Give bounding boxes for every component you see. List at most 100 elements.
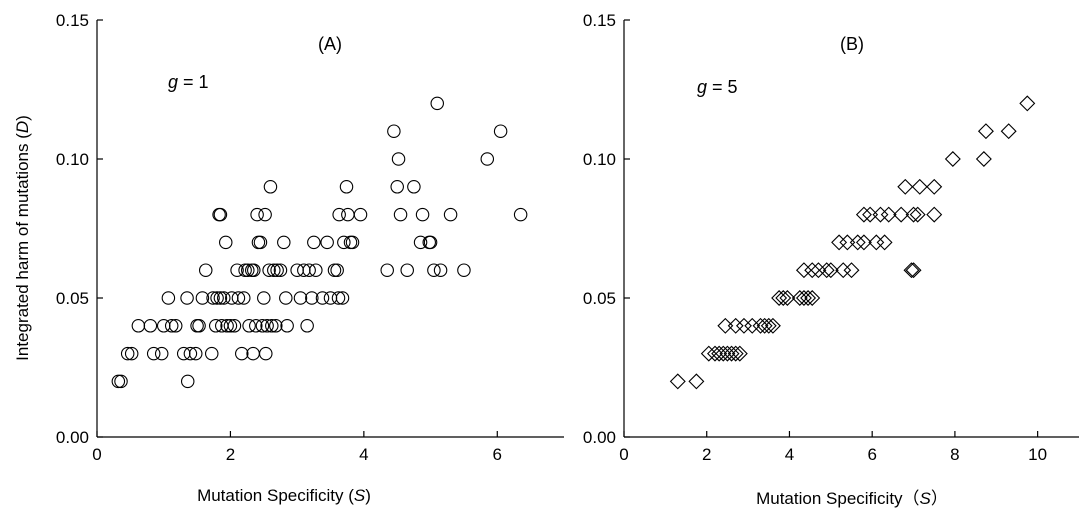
data-point [195,291,210,305]
parameter-value: = 1 [178,72,209,92]
x-axis-label-text: Mutation Specificity ( [197,486,354,505]
data-point [250,207,264,222]
data-point [975,151,992,167]
data-point [775,290,792,306]
data-point [161,291,176,305]
data-point [387,124,401,138]
data-point [300,319,314,333]
data-point [262,263,276,277]
x-tick-label: 0 [92,445,101,464]
data-point [944,151,961,167]
data-point [220,319,234,333]
data-point [249,319,263,333]
y-tick-label: 0.00 [583,428,616,447]
data-point [235,346,249,361]
x-tick-label: 6 [493,445,502,464]
data-point [977,123,994,140]
panel-title: (B) [840,34,864,54]
data-point [341,207,355,222]
data-point [427,263,441,277]
data-point [305,291,319,305]
y-tick-label: 0.15 [583,11,616,30]
data-point [711,345,728,362]
data-point [231,291,246,305]
data-point [258,207,272,222]
data-point [111,374,126,389]
data-point [407,180,421,194]
data-point [204,346,219,361]
data-point [330,263,344,277]
data-point [320,235,334,250]
data-point [669,373,686,390]
data-point [380,263,394,277]
data-point [880,206,897,223]
data-point [335,291,350,305]
data-point [804,262,821,279]
data-point [795,290,812,306]
data-point [302,263,316,277]
data-point [217,291,231,305]
parameter-annotation: g = 1 [168,72,209,92]
data-point [219,235,233,250]
data-point [457,263,471,277]
data-point [779,290,796,306]
data-point [735,317,752,334]
data-point [192,319,206,333]
data-point [831,234,848,251]
data-point [227,319,242,333]
data-point [391,152,406,166]
data-point [146,346,161,361]
data-point [277,235,291,250]
data-point [209,319,223,333]
data-point [393,207,408,222]
data-point [269,319,283,333]
data-point [332,207,346,222]
x-axis-label-close: ） [931,489,948,508]
data-point [270,263,284,277]
data-point [213,291,228,305]
data-point [443,207,458,222]
data-point [213,207,228,222]
panel-a: 0.00 0.05 0.10 0.15 0 2 4 6 (A) g = 1 Mutation Spe… [56,11,564,505]
data-point [926,206,943,223]
x-tick-label: 4 [785,445,794,464]
y-axis-label-variable: D [13,121,32,133]
x-tick-label: 4 [359,445,368,464]
data-point [223,319,238,333]
data-point [771,290,788,306]
parameter-value: = 5 [707,77,738,97]
data-point [423,235,438,250]
data-point [855,234,872,251]
data-point [124,346,139,361]
data-point [280,319,294,333]
y-tick-label: 0.10 [583,150,616,169]
data-point [331,291,346,305]
data-point [822,262,839,279]
parameter-variable: g [697,77,707,97]
data-point [717,317,734,334]
data-point [143,319,158,333]
data-point [230,263,244,277]
data-point [247,263,261,277]
data-point [120,346,135,361]
data-point [795,262,812,279]
data-point [433,263,448,277]
data-point [719,345,736,362]
data-point [855,206,872,223]
x-tick-label: 8 [950,445,959,464]
y-tick-label: 0.05 [583,289,616,308]
data-point [168,319,183,333]
data-point [752,317,769,334]
x-tick-label: 0 [619,445,628,464]
data-point [114,374,128,389]
y-tick-label: 0.10 [56,150,89,169]
data-point [255,319,270,333]
data-point [259,346,273,361]
data-point [764,317,781,334]
data-point [183,346,198,361]
data-point [390,180,404,194]
data-point [315,291,330,305]
data-point [897,178,914,195]
data-point [257,291,271,305]
